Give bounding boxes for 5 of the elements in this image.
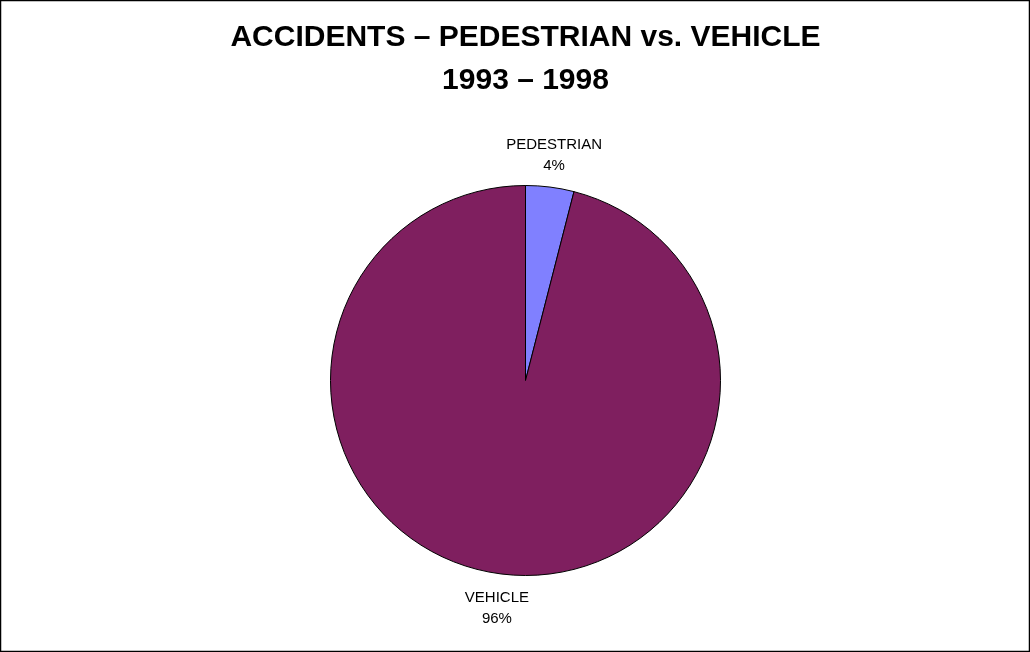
chart-title: ACCIDENTS – PEDESTRIAN vs. VEHICLE 1993 – 1998 [230,19,821,95]
data-label: 96% [481,608,512,626]
slice-label: VEHICLE [464,588,530,606]
data-label: 4% [543,155,565,173]
slice-label: PEDESTRIAN [506,135,603,153]
